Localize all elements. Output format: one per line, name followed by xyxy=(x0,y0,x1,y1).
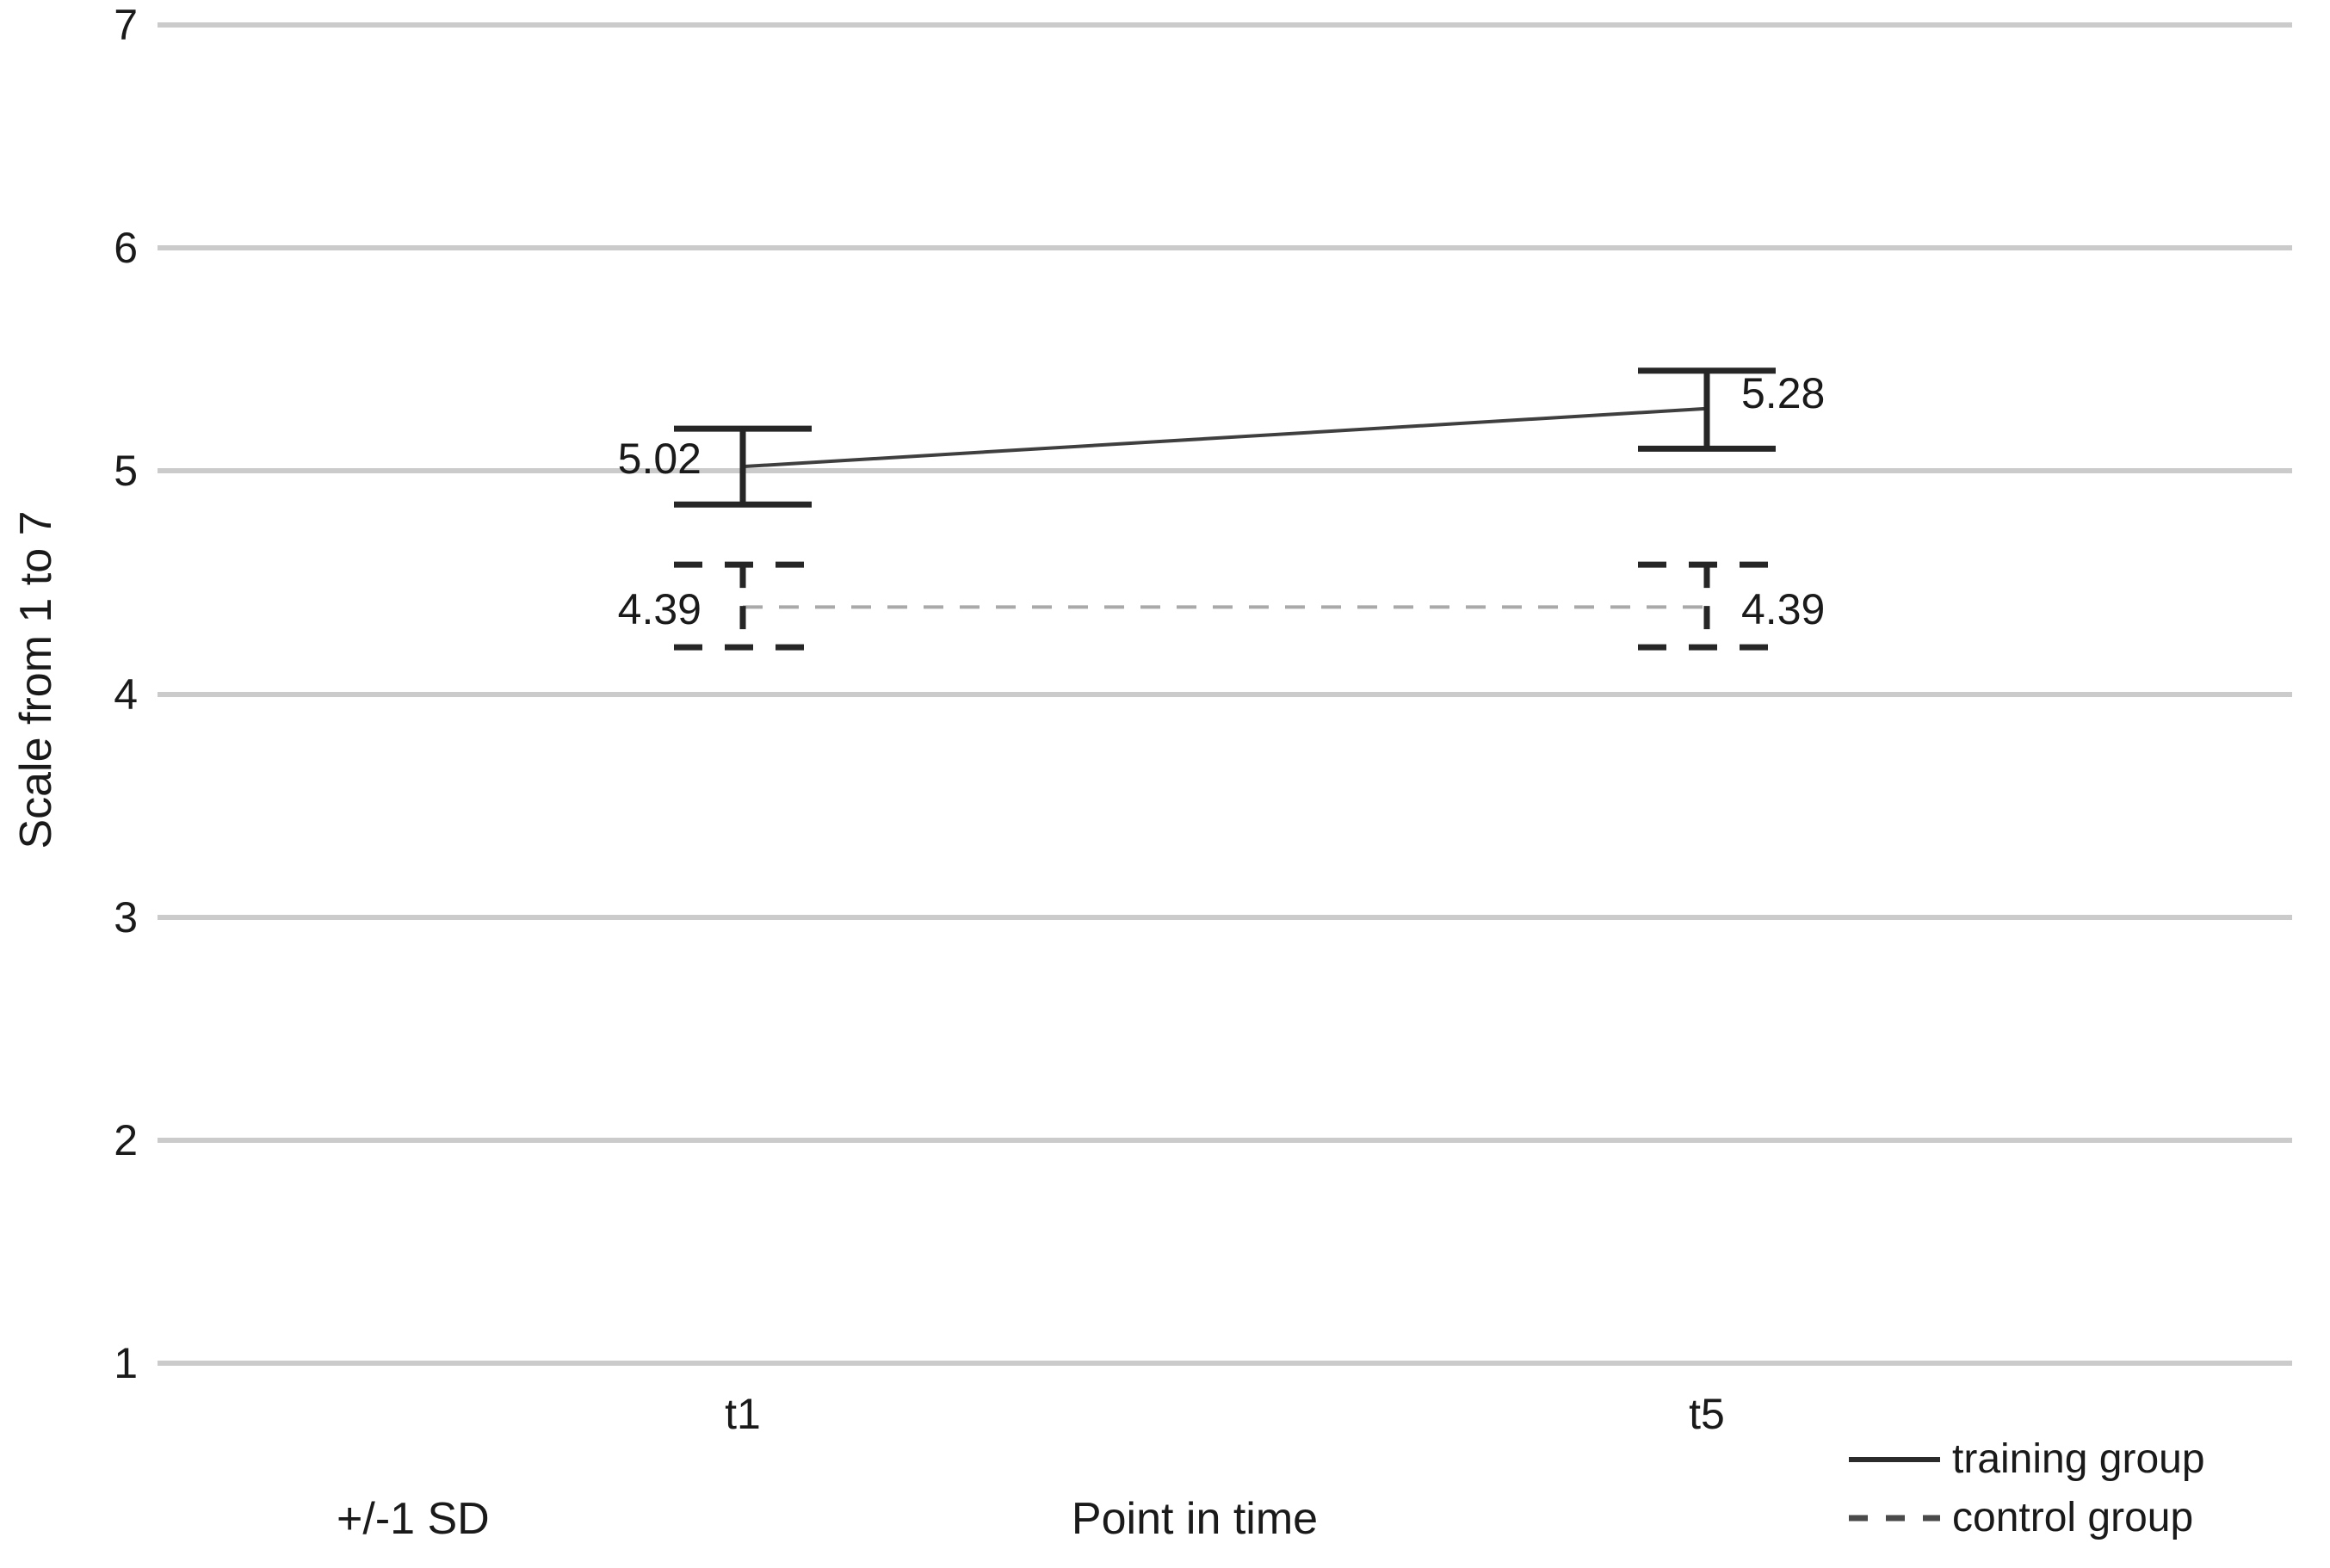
legend-label-control-group: control group xyxy=(1952,1495,2194,1540)
y-tick-label-3: 3 xyxy=(114,892,138,941)
y-tick-label-2: 2 xyxy=(114,1115,138,1164)
gridline-y-6 xyxy=(158,245,2292,251)
error-bar-note: +/-1 SD xyxy=(337,1494,490,1544)
y-tick-label-6: 6 xyxy=(114,224,138,273)
dashed-line-swatch-icon xyxy=(1849,1515,1940,1522)
training-group-value-label-t1: 5.02 xyxy=(617,435,701,484)
x-axis-title: Point in time xyxy=(1071,1494,1319,1544)
solid-line-swatch-icon xyxy=(1849,1457,1940,1462)
legend: training group control group xyxy=(1849,1430,2205,1547)
y-tick-label-1: 1 xyxy=(114,1339,138,1387)
training-group-trend-line xyxy=(742,406,1708,469)
training-group-value-label-t5: 5.28 xyxy=(1741,368,1826,417)
gridline-y-3 xyxy=(158,914,2292,920)
x-tick-label-t1: t1 xyxy=(725,1390,761,1438)
y-tick-label-7: 7 xyxy=(114,1,138,49)
control-group-value-label-t1: 4.39 xyxy=(617,585,701,634)
legend-label-training-group: training group xyxy=(1952,1436,2205,1482)
gridline-y-2 xyxy=(158,1137,2292,1143)
y-tick-label-5: 5 xyxy=(114,447,138,496)
legend-item-training-group: training group xyxy=(1849,1430,2205,1489)
gridline-y-4 xyxy=(158,691,2292,697)
x-tick-label-t5: t5 xyxy=(1689,1390,1725,1438)
control-group-value-label-t5: 4.39 xyxy=(1741,585,1826,634)
gridline-y-5 xyxy=(158,468,2292,474)
y-tick-label-4: 4 xyxy=(114,670,138,719)
gridline-y-1 xyxy=(158,1361,2292,1366)
gridline-y-7 xyxy=(158,22,2292,28)
legend-item-control-group: control group xyxy=(1849,1489,2205,1547)
